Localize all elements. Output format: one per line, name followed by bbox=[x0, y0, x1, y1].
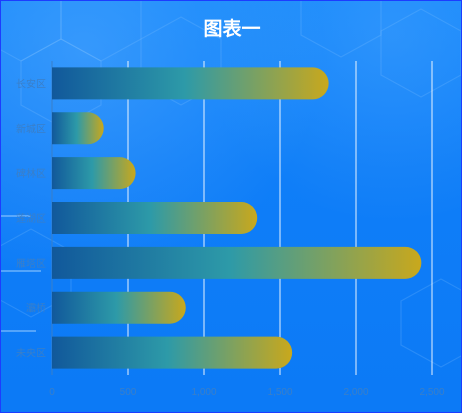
bar-5[interactable] bbox=[52, 246, 422, 279]
hexagon-shape bbox=[1, 1, 62, 62]
y-category-label: 莲湖区 bbox=[16, 213, 46, 225]
bar-6[interactable] bbox=[52, 291, 186, 324]
y-category-label: 长安区 bbox=[16, 77, 46, 90]
chart-title: 图表一 bbox=[203, 17, 260, 40]
hexagon-shape bbox=[380, 8, 461, 98]
x-tick-label: 2,500 bbox=[419, 387, 444, 398]
bar-2[interactable] bbox=[52, 112, 104, 145]
y-category-label: 碑林区 bbox=[16, 167, 46, 180]
x-tick-label: 1,500 bbox=[267, 387, 292, 398]
bar-3[interactable] bbox=[52, 157, 136, 190]
x-tick-label: 500 bbox=[120, 387, 137, 398]
bar-4[interactable] bbox=[52, 202, 258, 234]
x-tick-label: 0 bbox=[49, 387, 55, 398]
hexagon-shape bbox=[60, 1, 142, 62]
bar-1[interactable] bbox=[52, 67, 329, 100]
x-tick-label: 1,000 bbox=[191, 387, 216, 398]
y-category-label: 新城区 bbox=[16, 122, 46, 135]
hexagon-shape bbox=[20, 38, 102, 128]
x-tick-label: 2,000 bbox=[343, 387, 368, 398]
hexagon-shape bbox=[300, 1, 382, 58]
y-category-label: 雁塔区 bbox=[16, 257, 46, 270]
y-category-label: 灞桥 bbox=[26, 303, 46, 315]
y-category-label: 未央区 bbox=[16, 347, 46, 360]
bar-7[interactable] bbox=[52, 336, 293, 369]
hexagon-shape bbox=[400, 278, 461, 368]
